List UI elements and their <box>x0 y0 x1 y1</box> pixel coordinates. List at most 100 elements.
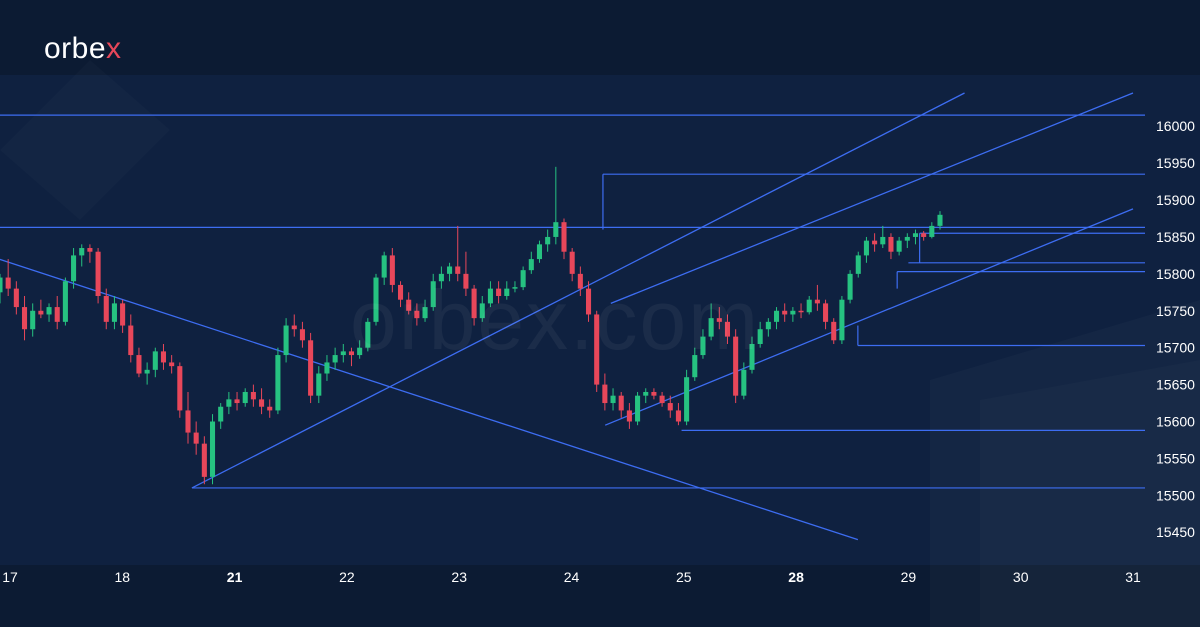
candle-body <box>79 248 85 256</box>
candle-body <box>724 321 731 337</box>
candle-body <box>324 362 330 374</box>
candle-body <box>21 307 28 330</box>
x-tick-label: 24 <box>564 569 580 585</box>
candle-body <box>790 310 796 315</box>
candle-body <box>275 355 281 411</box>
candle-body <box>888 236 894 252</box>
candle-body <box>659 395 665 404</box>
candle-body <box>904 236 910 241</box>
candle-body <box>111 303 117 322</box>
candle-body <box>103 296 109 322</box>
candle-body <box>62 281 68 322</box>
y-tick-label: 15700 <box>1156 340 1195 356</box>
candle-body <box>218 406 224 422</box>
candle-body <box>54 307 60 322</box>
candle-body <box>675 410 681 422</box>
candle-body <box>479 303 485 319</box>
candle-body <box>291 325 297 330</box>
candle-body <box>814 299 820 304</box>
candle-body <box>267 406 273 411</box>
candle-body <box>708 318 714 337</box>
candle-body <box>831 321 837 341</box>
candle-body <box>635 395 641 422</box>
y-tick-label: 15500 <box>1156 487 1195 503</box>
candle-body <box>120 303 126 326</box>
candle-body <box>667 403 673 411</box>
x-tick-label: 30 <box>1013 569 1029 585</box>
candle-body <box>610 395 616 404</box>
x-tick-label: 25 <box>676 569 692 585</box>
y-axis: 16000 15950 15900 15850 15800 15750 15700 15650… <box>1156 118 1195 540</box>
candle-body <box>643 391 649 396</box>
logo-text: orbe <box>44 32 107 65</box>
candle-body <box>128 325 134 356</box>
candle-body <box>823 303 829 322</box>
candle-body <box>594 314 600 385</box>
candle-body <box>733 336 739 396</box>
candle-body <box>144 369 150 374</box>
candle-body <box>357 347 363 356</box>
candle-body <box>30 310 36 330</box>
x-tick-label: 17 <box>2 569 18 585</box>
candle-body <box>937 214 943 226</box>
candle-body <box>299 329 305 341</box>
candle-body <box>651 391 657 396</box>
candle-body <box>602 384 608 404</box>
trendline <box>604 208 1134 426</box>
y-tick-label: 15850 <box>1156 229 1195 245</box>
candle-body <box>250 391 256 400</box>
candle-body <box>626 410 632 422</box>
x-tick-label: 28 <box>788 569 804 585</box>
candle-body <box>716 318 722 322</box>
candle-body <box>365 321 371 348</box>
candle-body <box>177 366 183 411</box>
trendline <box>610 92 1134 304</box>
y-tick-label: 16000 <box>1156 118 1195 134</box>
candle-body <box>863 240 869 256</box>
candle-body <box>87 248 93 252</box>
x-tick-label: 22 <box>339 569 355 585</box>
candle-body <box>38 310 44 315</box>
candle-body <box>373 277 379 322</box>
y-tick-label: 15750 <box>1156 303 1195 319</box>
candle-body <box>700 336 706 356</box>
candle-body <box>577 273 583 289</box>
candle-body <box>749 343 755 370</box>
x-tick-label: 21 <box>227 569 243 585</box>
trendline <box>0 258 859 541</box>
x-tick-label: 23 <box>451 569 467 585</box>
candle-body <box>136 355 142 374</box>
orbex-logo: orbex <box>44 32 122 66</box>
candle-body <box>880 236 886 245</box>
candle-body <box>896 240 902 252</box>
candle-body <box>536 244 543 260</box>
candle-body <box>806 299 812 313</box>
candle-body <box>406 299 412 311</box>
candle-body <box>765 321 771 330</box>
candle-body <box>528 259 534 271</box>
candle-body <box>340 351 346 356</box>
candle-body <box>757 329 763 344</box>
candle-body <box>381 255 387 278</box>
candle-body <box>839 299 845 341</box>
candle-body <box>929 225 935 237</box>
candle-body <box>226 399 232 407</box>
candle-body <box>348 351 355 356</box>
y-tick-label: 15650 <box>1156 377 1195 393</box>
candle-body <box>0 277 3 293</box>
candle-body <box>855 255 861 274</box>
candle-body <box>201 443 207 477</box>
trendlines <box>0 92 1134 541</box>
candle-body <box>397 284 404 300</box>
candle-body <box>561 222 567 252</box>
candle-body <box>46 307 52 315</box>
y-tick-label: 15600 <box>1156 414 1195 430</box>
candle-body <box>332 355 338 363</box>
candle-body <box>152 351 158 370</box>
candle-body <box>545 236 551 245</box>
candle-body <box>618 395 624 411</box>
candle-body <box>13 288 19 308</box>
candle-body <box>512 287 518 289</box>
candle-body <box>438 273 444 282</box>
candle-body <box>798 310 804 313</box>
